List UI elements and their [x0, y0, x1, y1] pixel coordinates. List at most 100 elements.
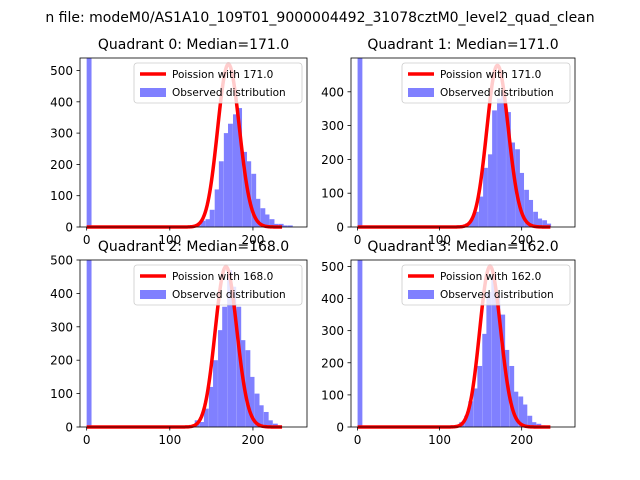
x-tick-label: 200 — [510, 433, 533, 447]
x-tick-label: 0 — [354, 233, 362, 247]
histogram-bar — [537, 218, 543, 227]
histogram-bar — [524, 189, 529, 227]
chart-panel-2: 0 100 200 0 100 200 300 400 500 Quadrant 2: Media… — [50, 239, 308, 447]
histogram-bar — [260, 208, 266, 227]
y-tick-label: 300 — [321, 324, 344, 338]
histogram-bar — [486, 292, 492, 427]
y-tick-label: 200 — [321, 356, 344, 370]
y-tick-label: 400 — [321, 292, 344, 306]
y-tick-label: 500 — [50, 254, 73, 268]
histogram-bar — [519, 172, 525, 227]
legend-label-observed: Observed distribution — [440, 87, 554, 99]
chart-panel-0: 0 100 200 0 100 200 300 400 500 Quadrant 0: Media… — [50, 37, 308, 247]
y-tick-label: 300 — [50, 127, 73, 141]
histogram-bar — [491, 276, 497, 427]
histogram-bar — [231, 286, 237, 427]
histogram-bar — [242, 151, 248, 227]
legend-bar-swatch — [408, 290, 434, 299]
histogram-bar — [255, 198, 261, 227]
histogram-bar — [209, 209, 215, 227]
histogram-bar — [469, 218, 475, 227]
histogram-bar — [531, 422, 537, 427]
histogram-bar — [251, 173, 257, 227]
histogram-bar — [237, 108, 243, 227]
legend-bar-swatch — [408, 88, 434, 97]
histogram-bar — [495, 295, 501, 427]
histogram-bar — [492, 110, 497, 227]
y-tick-label: 400 — [50, 95, 73, 109]
axes-frame — [79, 57, 308, 228]
x-tick-label: 0 — [83, 233, 91, 247]
y-tick-label: 400 — [50, 287, 73, 301]
x-tick-label: 0 — [354, 433, 362, 447]
histogram-bar — [527, 415, 533, 427]
x-tick-label: 100 — [158, 433, 181, 447]
histogram-bar — [513, 391, 519, 427]
histogram-bar — [483, 167, 488, 227]
histogram-bar — [264, 214, 270, 227]
histogram-bar — [86, 260, 92, 427]
y-tick-label: 300 — [321, 119, 344, 133]
histogram-bar — [227, 270, 233, 427]
histogram-bar — [196, 225, 202, 227]
histogram-bar — [222, 306, 228, 427]
histogram-bar — [477, 365, 483, 427]
legend-box — [133, 264, 303, 306]
legend-box — [401, 62, 571, 104]
x-tick-label: 100 — [158, 233, 181, 247]
histogram-bar — [501, 91, 506, 227]
chart-title: Quadrant 1: Median=171.0 — [367, 37, 558, 53]
legend-label-observed: Observed distribution — [440, 289, 554, 301]
y-tick-label: 0 — [65, 221, 73, 235]
histogram-bar — [506, 112, 511, 227]
legend-label-poisson: Poission with 171.0 — [172, 69, 273, 81]
histogram-bar — [518, 396, 524, 427]
histogram-bar — [205, 219, 211, 227]
legend-box — [401, 264, 571, 306]
histogram-bar — [245, 350, 251, 427]
legend-box — [133, 62, 303, 104]
histogram-bar — [200, 220, 206, 227]
histogram-bar — [269, 219, 275, 227]
histogram-bar — [482, 333, 488, 427]
histogram-bar — [500, 314, 506, 427]
figure-suptitle: n file: modeM0/AS1A10_109T01_9000004492_… — [45, 10, 594, 26]
x-tick-label: 0 — [83, 433, 91, 447]
x-tick-label: 200 — [241, 433, 264, 447]
chart-title: Quadrant 0: Median=171.0 — [98, 37, 289, 53]
histogram-bar — [258, 405, 264, 427]
histogram-bar — [464, 415, 470, 427]
y-tick-label: 100 — [50, 387, 73, 401]
y-tick-label: 400 — [321, 85, 344, 99]
y-tick-label: 0 — [336, 221, 344, 235]
histogram-bar — [528, 199, 534, 227]
y-tick-label: 200 — [321, 153, 344, 167]
axes-frame — [79, 259, 308, 428]
histogram-bar — [263, 411, 269, 427]
x-tick-label: 100 — [428, 233, 451, 247]
histogram-bar — [497, 98, 502, 227]
histogram-bar — [474, 211, 479, 227]
histogram-bar — [86, 58, 92, 227]
legend-label-poisson: Poission with 171.0 — [440, 69, 541, 81]
legend-label-observed: Observed distribution — [172, 87, 286, 99]
histogram-bar — [232, 114, 238, 227]
y-tick-label: 100 — [50, 189, 73, 203]
x-tick-label: 200 — [510, 233, 533, 247]
histogram-bar — [473, 388, 479, 427]
chart-title: Quadrant 3: Median=162.0 — [367, 239, 558, 255]
legend-label-poisson: Poission with 162.0 — [440, 271, 541, 283]
histogram-bar — [236, 306, 242, 427]
histogram-bar — [214, 189, 220, 227]
y-tick-label: 200 — [50, 158, 73, 172]
y-tick-label: 0 — [65, 421, 73, 435]
histogram-bar — [267, 420, 273, 427]
chart-title: Quadrant 2: Median=168.0 — [98, 239, 289, 255]
histogram-bar — [203, 408, 209, 427]
y-tick-label: 100 — [321, 388, 344, 402]
histogram-bar — [510, 142, 515, 227]
histogram-bar — [479, 196, 484, 227]
histogram-bar — [199, 421, 205, 427]
histogram-bar — [488, 154, 493, 227]
